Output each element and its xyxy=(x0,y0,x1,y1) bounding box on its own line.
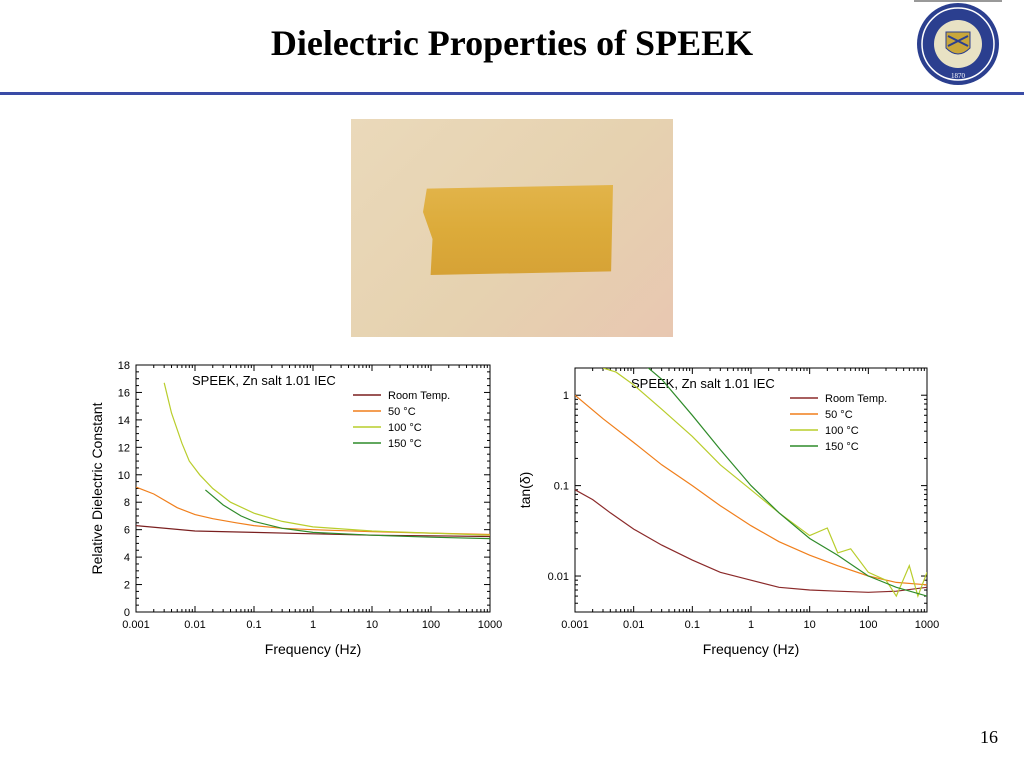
series-line-4 xyxy=(647,368,927,597)
plot-title: SPEEK, Zn salt 1.01 IEC xyxy=(631,376,775,391)
slide-title: Dielectric Properties of SPEEK xyxy=(270,23,754,63)
legend-label: 100 °C xyxy=(825,425,859,437)
x-tick-label: 100 xyxy=(859,619,877,631)
plot-frame xyxy=(135,364,491,613)
x-tick-label: 0.01 xyxy=(623,619,644,631)
series-line-4 xyxy=(205,489,490,540)
university-seal-logo: 1870 xyxy=(908,0,1008,90)
x-tick-label: 100 xyxy=(422,619,440,631)
x-tick-label: 10 xyxy=(804,619,816,631)
x-tick-label: 0.001 xyxy=(122,619,150,631)
x-tick-label: 1000 xyxy=(915,619,939,631)
x-tick-label: 0.1 xyxy=(246,619,261,631)
dielectric-constant-chart: 0.001 0.01 0.1 1 10 100 1000 0 2 4 6 8 10 12 14 16 18 Fre… xyxy=(84,350,508,672)
plot-title: SPEEK, Zn salt 1.01 IEC xyxy=(192,373,336,388)
y-tick-label: 16 xyxy=(118,387,130,399)
x-tick-label: 1 xyxy=(310,619,316,631)
y-tick-label: 8 xyxy=(124,497,130,509)
legend-label: Room Temp. xyxy=(388,390,450,402)
legend-label: 50 °C xyxy=(388,406,416,418)
y-tick-label: 0.1 xyxy=(554,481,569,493)
series-line-3 xyxy=(163,382,490,536)
tan-delta-chart: 0.001 0.01 0.1 1 10 100 1000 0.01 0.1 1 Frequency … xyxy=(516,350,946,672)
y-tick-label: 10 xyxy=(118,470,130,482)
title-divider xyxy=(0,92,1024,95)
x-tick-label: 10 xyxy=(366,619,378,631)
y-tick-label: 4 xyxy=(124,552,130,564)
x-axis-title: Frequency (Hz) xyxy=(703,641,799,657)
series-line-1 xyxy=(575,489,927,593)
y-tick-label: 12 xyxy=(118,442,130,454)
legend-label: 150 °C xyxy=(825,441,859,453)
series-line-3 xyxy=(602,368,927,599)
x-axis-title: Frequency (Hz) xyxy=(265,641,361,657)
y-axis-title: tan(δ) xyxy=(517,472,533,509)
x-tick-label: 1 xyxy=(748,619,754,631)
y-tick-label: 18 xyxy=(118,360,130,372)
legend-label: Room Temp. xyxy=(825,393,887,405)
legend-label: 100 °C xyxy=(388,422,422,434)
x-tick-label: 1000 xyxy=(478,619,502,631)
legend-label: 150 °C xyxy=(388,438,422,450)
dielectric-constant-chart-svg: 0.001 0.01 0.1 1 10 100 1000 0 2 4 6 8 10 12 14 16 18 Fre… xyxy=(89,360,502,657)
x-tick-label: 0.1 xyxy=(685,619,700,631)
series-line-1 xyxy=(136,525,490,538)
logo-year: 1870 xyxy=(951,72,966,80)
y-axis-title: Relative Dielectric Constant xyxy=(89,402,105,574)
tan-delta-chart-svg: 0.001 0.01 0.1 1 10 100 1000 0.01 0.1 1 Frequency … xyxy=(517,367,939,657)
y-tick-label: 0 xyxy=(124,607,130,619)
speek-membrane-image xyxy=(423,185,613,275)
x-tick-label: 0.01 xyxy=(184,619,205,631)
sample-photo xyxy=(351,119,673,337)
y-tick-label: 2 xyxy=(124,580,130,592)
legend-label: 50 °C xyxy=(825,409,853,421)
y-tick-label: 1 xyxy=(563,390,569,402)
y-tick-label: 0.01 xyxy=(548,571,569,583)
y-tick-label: 6 xyxy=(124,525,130,537)
y-tick-label: 14 xyxy=(118,415,130,427)
page-number: 16 xyxy=(980,727,998,747)
x-tick-label: 0.001 xyxy=(561,619,589,631)
